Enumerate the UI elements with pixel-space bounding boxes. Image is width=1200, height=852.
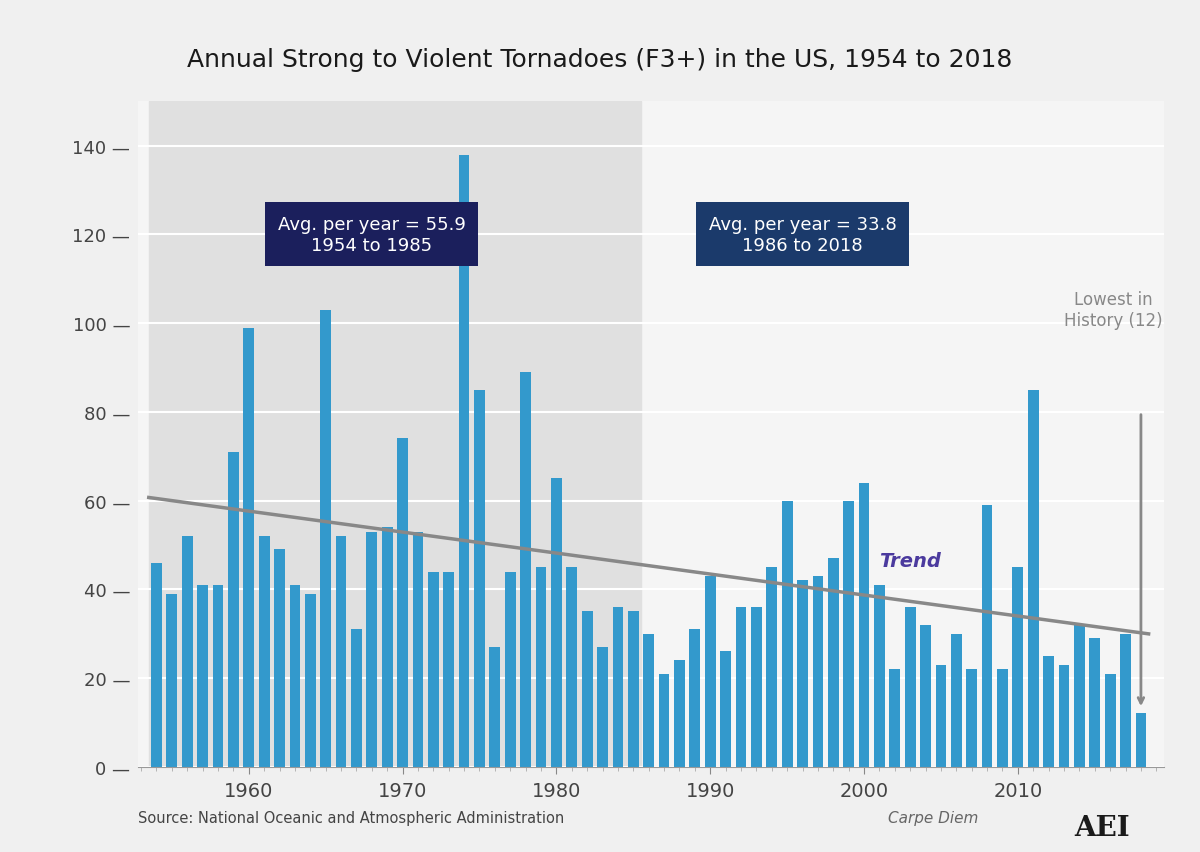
Bar — [1074, 625, 1085, 767]
Bar — [690, 630, 701, 767]
Text: Carpe Diem: Carpe Diem — [888, 810, 978, 826]
Bar — [704, 576, 715, 767]
Bar — [1120, 634, 1130, 767]
Text: AEI: AEI — [1074, 814, 1129, 841]
Bar — [397, 439, 408, 767]
Bar — [228, 452, 239, 767]
Bar — [535, 567, 546, 767]
Bar — [1058, 665, 1069, 767]
Bar — [382, 527, 392, 767]
Bar — [566, 567, 577, 767]
Bar — [628, 612, 638, 767]
Bar — [458, 155, 469, 767]
Bar — [151, 563, 162, 767]
Text: Annual Strong to Violent Tornadoes (F3+) in the US, 1954 to 2018: Annual Strong to Violent Tornadoes (F3+)… — [187, 48, 1013, 72]
Bar — [521, 372, 532, 767]
Bar — [643, 634, 654, 767]
Bar — [197, 585, 208, 767]
Bar — [274, 550, 284, 767]
Bar — [736, 607, 746, 767]
Bar — [413, 532, 424, 767]
Text: Lowest in
History (12): Lowest in History (12) — [1064, 291, 1163, 330]
Bar — [366, 532, 377, 767]
Bar — [767, 567, 778, 767]
Bar — [936, 665, 947, 767]
Text: Source: National Oceanic and Atmospheric Administration: Source: National Oceanic and Atmospheric… — [138, 810, 564, 826]
Bar — [828, 559, 839, 767]
Bar — [982, 505, 992, 767]
Text: Trend: Trend — [880, 551, 941, 571]
Bar — [551, 479, 562, 767]
Bar — [336, 537, 347, 767]
Bar — [844, 501, 854, 767]
Bar — [1013, 567, 1024, 767]
Bar — [1105, 674, 1116, 767]
Bar — [812, 576, 823, 767]
Bar — [1043, 656, 1054, 767]
Bar — [751, 607, 762, 767]
Bar — [352, 630, 362, 767]
Bar — [182, 537, 193, 767]
Bar — [149, 102, 641, 767]
Bar — [612, 607, 623, 767]
Bar — [1090, 638, 1100, 767]
Bar — [505, 572, 516, 767]
Bar — [289, 585, 300, 767]
Bar — [659, 674, 670, 767]
Bar — [1135, 714, 1146, 767]
Bar — [244, 328, 254, 767]
Bar — [1028, 390, 1039, 767]
Bar — [490, 648, 500, 767]
Bar — [781, 501, 792, 767]
Bar — [167, 594, 178, 767]
Text: Avg. per year = 33.8
1986 to 2018: Avg. per year = 33.8 1986 to 2018 — [709, 216, 896, 255]
Bar — [859, 483, 870, 767]
Bar — [950, 634, 961, 767]
Bar — [797, 581, 808, 767]
Bar — [474, 390, 485, 767]
Bar — [674, 660, 685, 767]
Bar — [598, 648, 608, 767]
Bar — [428, 572, 439, 767]
Bar — [997, 670, 1008, 767]
Bar — [443, 572, 454, 767]
Bar — [966, 670, 977, 767]
Bar — [582, 612, 593, 767]
Bar — [259, 537, 270, 767]
Bar — [905, 607, 916, 767]
Bar — [874, 585, 884, 767]
Bar — [920, 625, 931, 767]
Bar — [212, 585, 223, 767]
Bar — [320, 310, 331, 767]
Text: Avg. per year = 55.9
1954 to 1985: Avg. per year = 55.9 1954 to 1985 — [278, 216, 466, 255]
Bar — [889, 670, 900, 767]
Bar — [305, 594, 316, 767]
Bar — [720, 652, 731, 767]
